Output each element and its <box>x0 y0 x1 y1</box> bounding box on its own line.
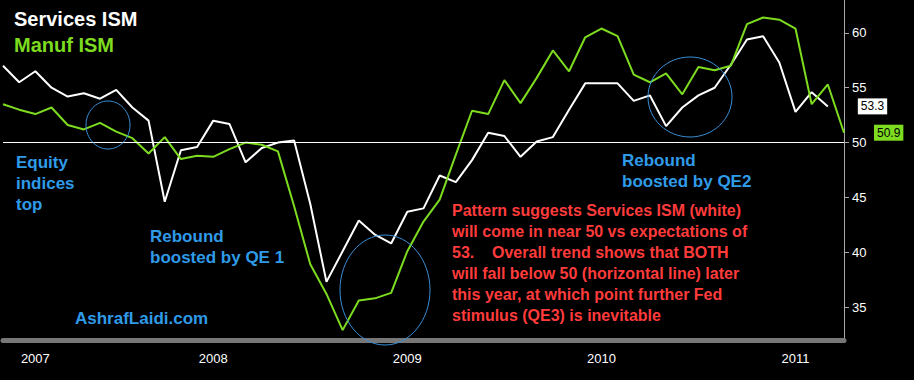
svg-text:40: 40 <box>852 245 866 260</box>
svg-text:2009: 2009 <box>393 351 422 366</box>
svg-text:55: 55 <box>852 80 866 95</box>
svg-text:will come in near 50 vs expect: will come in near 50 vs expectations of <box>451 223 748 240</box>
svg-text:Rebound: Rebound <box>622 151 696 170</box>
svg-text:Services ISM: Services ISM <box>14 8 137 30</box>
svg-text:top: top <box>16 195 42 214</box>
svg-text:indices: indices <box>16 174 75 193</box>
svg-text:boosted by QE2: boosted by QE2 <box>622 172 751 191</box>
svg-text:2010: 2010 <box>587 351 616 366</box>
svg-text:45: 45 <box>852 190 866 205</box>
svg-text:2008: 2008 <box>199 351 228 366</box>
svg-text:boosted by QE 1: boosted by QE 1 <box>150 248 284 267</box>
svg-text:this year, at which point furt: this year, at which point further Fed <box>452 286 722 303</box>
svg-text:AshrafLaidi.com: AshrafLaidi.com <box>75 309 208 328</box>
svg-text:53. Overall trend shows tha: 53. Overall trend shows that BOTH <box>452 244 729 261</box>
svg-text:2007: 2007 <box>21 351 50 366</box>
svg-text:50.9: 50.9 <box>877 126 901 140</box>
svg-text:60: 60 <box>852 25 866 40</box>
svg-text:Manuf ISM: Manuf ISM <box>14 34 114 56</box>
svg-text:will fall below 50 (horizontal: will fall below 50 (horizontal line) lat… <box>451 265 739 282</box>
svg-text:50: 50 <box>852 135 866 150</box>
svg-text:Rebound: Rebound <box>150 227 224 246</box>
svg-text:53.3: 53.3 <box>861 99 885 113</box>
svg-text:stimulus (QE3) is inevitable: stimulus (QE3) is inevitable <box>452 307 661 324</box>
svg-text:Pattern suggests Services ISM: Pattern suggests Services ISM (white) <box>452 202 741 219</box>
svg-text:Equity: Equity <box>16 153 68 172</box>
svg-text:2011: 2011 <box>781 351 809 366</box>
svg-text:35: 35 <box>852 300 866 315</box>
